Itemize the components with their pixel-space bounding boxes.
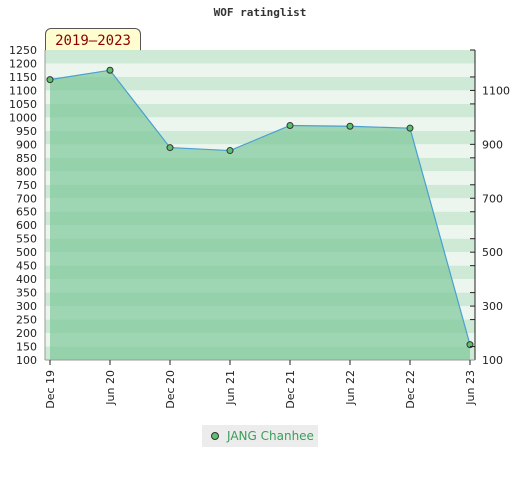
series-area xyxy=(50,70,470,360)
left-tick-label: 250 xyxy=(16,314,37,327)
legend-marker xyxy=(211,432,219,440)
left-tick-label: 700 xyxy=(16,192,37,205)
left-tick-label: 1150 xyxy=(9,71,37,84)
x-tick-label: Jun 23 xyxy=(464,370,477,406)
data-point xyxy=(286,121,294,129)
left-tick-label: 1100 xyxy=(9,84,37,97)
left-tick-label: 1200 xyxy=(9,57,37,70)
right-tick-label: 900 xyxy=(482,138,503,151)
left-tick-label: 150 xyxy=(16,341,37,354)
x-tick-label: Jun 20 xyxy=(104,370,117,406)
left-tick-label: 450 xyxy=(16,260,37,273)
right-axis: 100 300 500 700 900 1100 xyxy=(470,49,510,367)
left-tick-label: 900 xyxy=(16,138,37,151)
right-tick-label: 100 xyxy=(482,354,503,367)
x-tick-label: Dec 20 xyxy=(164,370,177,409)
left-tick-label: 100 xyxy=(16,354,37,367)
x-tick-label: Jun 22 xyxy=(344,370,357,406)
x-tick-label: Dec 22 xyxy=(404,370,417,409)
left-tick-label: 200 xyxy=(16,327,37,340)
background-band xyxy=(45,90,475,104)
background-band xyxy=(45,76,475,91)
background-band xyxy=(45,63,475,77)
left-tick-label: 500 xyxy=(16,246,37,259)
left-tick-label: 1000 xyxy=(9,111,37,124)
left-axis: 1001502002503003504004505005506006507007… xyxy=(9,44,46,367)
left-tick-label: 600 xyxy=(16,219,37,232)
legend: JANG Chanhee xyxy=(202,425,318,447)
background-band xyxy=(45,103,475,118)
legend-label: JANG Chanhee xyxy=(227,429,314,443)
left-tick-label: 400 xyxy=(16,273,37,286)
left-tick-label: 1250 xyxy=(9,44,37,57)
x-tick-label: Dec 21 xyxy=(284,370,297,409)
period-badge: 2019–2023 xyxy=(45,28,141,51)
left-tick-label: 950 xyxy=(16,125,37,138)
right-tick-label: 300 xyxy=(482,300,503,313)
right-tick-label: 700 xyxy=(482,192,503,205)
right-tick-label: 1100 xyxy=(482,84,510,97)
left-tick-label: 650 xyxy=(16,206,37,219)
left-tick-label: 550 xyxy=(16,233,37,246)
left-tick-label: 300 xyxy=(16,300,37,313)
chart-title: WOF ratinglist xyxy=(213,6,307,19)
data-point xyxy=(226,147,234,155)
left-tick-label: 750 xyxy=(16,179,37,192)
data-point xyxy=(106,66,114,74)
left-tick-label: 1050 xyxy=(9,98,37,111)
background-band xyxy=(45,50,475,64)
x-tick-label: Dec 19 xyxy=(44,370,57,409)
left-tick-label: 800 xyxy=(16,165,37,178)
left-tick-label: 850 xyxy=(16,152,37,165)
data-point xyxy=(46,76,54,84)
x-tick-label: Jun 21 xyxy=(224,370,237,406)
series-line xyxy=(49,69,471,345)
right-tick-label: 500 xyxy=(482,246,503,259)
x-axis: Dec 19 Jun 20 Dec 20 Jun 21 Dec 21 Jun 22 Dec … xyxy=(44,359,477,409)
left-tick-label: 350 xyxy=(16,287,37,300)
data-point xyxy=(166,144,174,152)
data-points xyxy=(46,66,474,349)
data-point xyxy=(406,124,414,132)
data-point xyxy=(346,122,354,130)
